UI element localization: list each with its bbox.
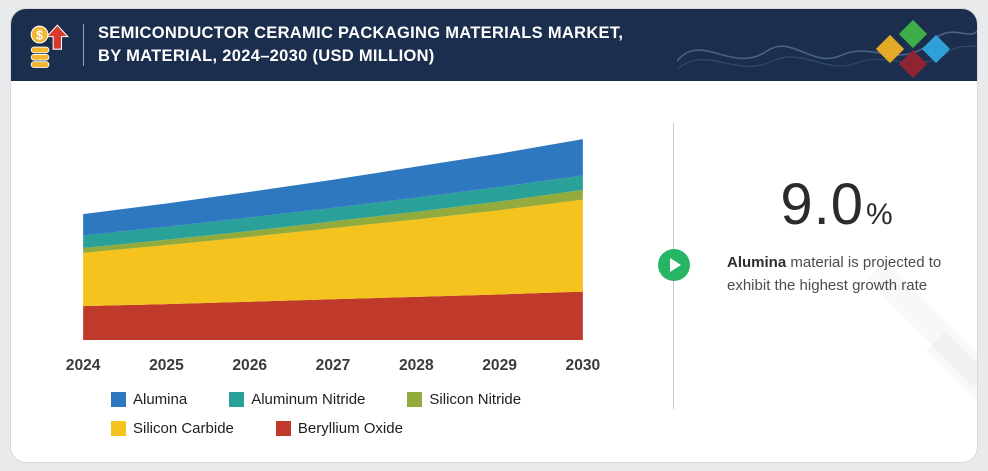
infographic-card: $ SEMICONDUCTOR CERAMIC PACKAGING MATERI… — [10, 8, 978, 463]
legend-label: Silicon Nitride — [429, 391, 522, 408]
x-axis-label: 2026 — [232, 357, 267, 374]
legend-swatch — [407, 392, 423, 407]
highlight-description: Alumina material is projected to exhibit… — [727, 252, 953, 297]
chart-title-line1: SEMICONDUCTOR CERAMIC PACKAGING MATERIAL… — [98, 23, 624, 42]
highlight-material: Alumina — [727, 254, 787, 271]
svg-text:$: $ — [36, 28, 43, 42]
legend-swatch — [229, 392, 245, 407]
growth-rate-number: 9.0 — [780, 172, 864, 237]
legend-label: Aluminum Nitride — [251, 391, 366, 408]
header: $ SEMICONDUCTOR CERAMIC PACKAGING MATERI… — [11, 9, 977, 81]
legend-swatch — [275, 421, 291, 436]
play-triangle-icon — [670, 258, 681, 272]
area-silicon-nitride — [83, 189, 583, 253]
legend-item-aluminum-nitride: Aluminum Nitride — [229, 391, 365, 408]
area-alumina — [83, 139, 583, 236]
diamond-cluster — [875, 19, 951, 79]
legend-item-alumina: Alumina — [111, 391, 187, 408]
header-divider — [83, 24, 84, 66]
legend-swatch — [111, 421, 126, 436]
legend-label: Beryllium Oxide — [297, 420, 403, 437]
legend-item-silicon-carbide: Silicon Carbide — [111, 420, 234, 437]
legend-item-silicon-nitride: Silicon Nitride — [407, 391, 521, 408]
legend-label: Alumina — [133, 391, 188, 408]
highlight-panel: 9.0% Alumina material is projected to ex… — [711, 171, 963, 297]
money-growth-icon: $ — [27, 22, 73, 68]
legend-label: Silicon Carbide — [133, 420, 234, 437]
x-axis-label: 2029 — [482, 357, 517, 374]
x-axis-label: 2025 — [149, 357, 184, 374]
area-aluminum-nitride — [83, 175, 583, 249]
chart-title: SEMICONDUCTOR CERAMIC PACKAGING MATERIAL… — [98, 22, 623, 69]
header-decoration — [677, 19, 977, 79]
stacked-area-chart: 2024 2025 2026 2027 2028 2029 2030 — [66, 139, 601, 374]
chart-legend: Alumina Aluminum Nitride Silicon Nitride Si… — [111, 391, 611, 437]
x-axis-label: 2030 — [566, 357, 601, 374]
x-axis-label: 2024 — [66, 357, 101, 374]
growth-rate-value: 9.0% — [711, 171, 963, 238]
area-beryllium-oxide — [83, 291, 583, 340]
legend-swatch — [111, 392, 126, 407]
chart-area: 2024 2025 2026 2027 2028 2029 2030 Alumina Alum… — [59, 125, 607, 437]
percent-sign: % — [865, 198, 894, 231]
area-silicon-carbide — [83, 199, 583, 307]
play-icon — [658, 249, 690, 281]
chart-title-line2: BY MATERIAL, 2024–2030 (USD MILLION) — [98, 47, 435, 65]
legend-item-beryllium-oxide: Beryllium Oxide — [275, 420, 403, 437]
highlight-text: material is projected to exhibit the hig… — [727, 254, 942, 294]
x-axis-label: 2028 — [399, 357, 434, 374]
x-axis-label: 2027 — [316, 357, 351, 374]
